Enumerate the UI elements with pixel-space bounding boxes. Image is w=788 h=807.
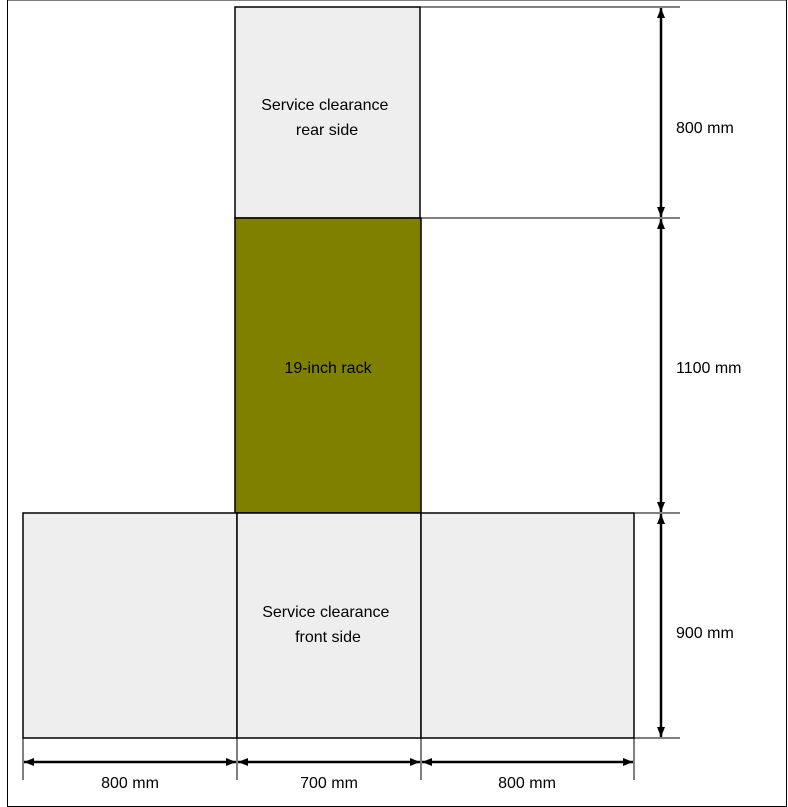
front-clearance-center-area (236, 512, 422, 739)
dimension-label-left-width: 800 mm (101, 775, 159, 792)
front-clearance-label-line1: Service clearance (262, 604, 389, 621)
front-clearance-label-line2: front side (295, 629, 361, 646)
rack-area (234, 217, 422, 514)
dimension-label-rear-depth: 800 mm (676, 120, 734, 137)
rear-clearance-label-line1: Service clearance (261, 97, 388, 114)
dimension-label-rack-depth: 1100 mm (676, 360, 742, 377)
dimension-label-rack-width: 700 mm (300, 775, 358, 792)
rear-clearance-label-line2: rear side (296, 122, 358, 139)
rack-label: 19-inch rack (284, 360, 372, 377)
dimension-label-front-depth: 900 mm (676, 625, 734, 642)
front-clearance-label: Service clearance front side (262, 604, 394, 646)
dimension-label-right-width: 800 mm (498, 775, 556, 792)
front-clearance-right-area (420, 512, 635, 739)
rear-clearance-label: Service clearance rear side (261, 97, 393, 139)
front-clearance-left-area (22, 512, 238, 739)
